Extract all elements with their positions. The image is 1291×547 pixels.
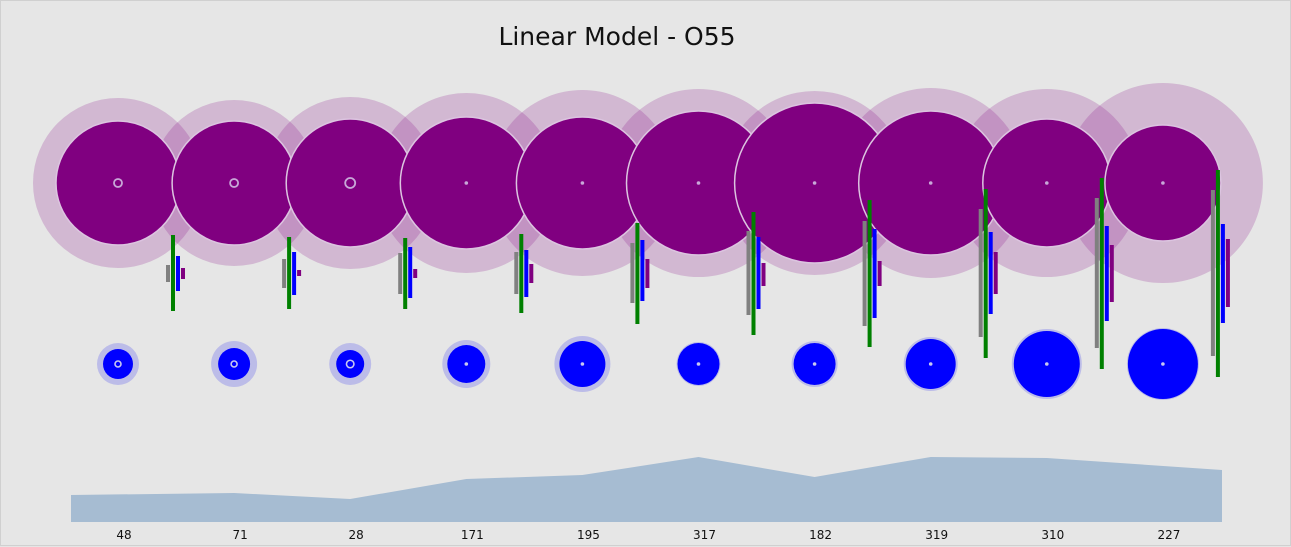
x-tick-label: 48 [116, 528, 131, 542]
area-layer [71, 457, 1222, 522]
bar-gray [1094, 198, 1099, 348]
center-dot [1045, 181, 1049, 185]
inner-center-ring [345, 359, 355, 369]
bar-gray [1210, 190, 1215, 356]
bar-layer [166, 170, 1230, 377]
bar-blue [524, 250, 529, 297]
outer-core-circle [171, 120, 297, 246]
bar-gray [514, 252, 519, 294]
bar-blue [988, 232, 993, 314]
inner-center-dot [580, 362, 585, 366]
x-tick-label: 310 [1041, 528, 1064, 542]
inner-core-circle [336, 350, 365, 378]
inner-center-dot [812, 362, 817, 366]
bar-green [171, 235, 175, 311]
x-tick-label: 171 [461, 528, 484, 542]
bar-purple [297, 270, 302, 276]
bar-purple [877, 261, 882, 286]
inner-center-dot [696, 362, 701, 366]
bar-green [635, 223, 640, 324]
chart-title: Linear Model - O55 [498, 22, 735, 51]
area-series [71, 457, 1222, 522]
inner-center-dot [464, 362, 469, 366]
outer-core-circle [55, 120, 181, 246]
bar-gray [978, 209, 983, 337]
bar-green [983, 189, 988, 358]
bar-blue [756, 237, 761, 309]
x-tick-label: 227 [1157, 528, 1180, 542]
x-tick-label: 195 [577, 528, 600, 542]
outer-bubble-layer [33, 83, 1263, 283]
bar-blue [640, 240, 645, 301]
center-dot [812, 181, 817, 185]
bar-gray [282, 259, 287, 288]
bar-gray [746, 231, 751, 315]
x-tick-label-layer: 48 71 28 171 195 317 182 319 310 227 [116, 528, 1180, 542]
bar-purple [413, 269, 418, 278]
bar-purple [529, 264, 534, 283]
inner-center-dot [928, 362, 933, 366]
center-dot [464, 181, 469, 185]
bar-gray [398, 253, 403, 294]
center-ring [113, 178, 123, 188]
center-dot [696, 181, 701, 185]
inner-core-circle [218, 348, 251, 380]
x-tick-label: 317 [693, 528, 716, 542]
x-tick-label: 319 [925, 528, 948, 542]
bar-green [1099, 178, 1104, 369]
bar-gray [862, 221, 867, 326]
x-tick-label: 182 [809, 528, 832, 542]
bar-blue [1104, 226, 1109, 321]
bar-green [519, 234, 524, 313]
center-dot [1161, 181, 1165, 185]
bar-green [403, 238, 408, 309]
bar-blue [408, 247, 413, 298]
bar-blue [176, 256, 180, 291]
x-tick-label: 71 [232, 528, 247, 542]
bar-gray [166, 265, 170, 282]
bar-purple [761, 263, 766, 286]
inner-center-dot [1045, 362, 1049, 366]
inner-center-ring [230, 360, 238, 368]
bar-green [1215, 170, 1220, 377]
bar-green [287, 237, 292, 309]
bar-green [751, 212, 756, 335]
center-dot [580, 181, 585, 185]
inner-bubble-layer [97, 328, 1199, 400]
center-dot [928, 181, 933, 185]
bar-purple [993, 252, 998, 294]
bar-blue [872, 229, 877, 318]
bar-green [867, 200, 872, 347]
bar-blue [1220, 224, 1225, 323]
bar-purple [645, 259, 650, 288]
center-ring [229, 178, 240, 188]
bar-purple [1225, 239, 1230, 307]
bar-blue [292, 252, 297, 295]
center-ring [344, 177, 357, 189]
inner-center-dot [1161, 362, 1165, 366]
bar-gray [630, 243, 635, 303]
x-tick-label: 28 [349, 528, 364, 542]
inner-center-ring [114, 360, 122, 368]
inner-core-circle [103, 349, 133, 379]
outer-core-circle [285, 118, 415, 248]
bar-purple [1109, 245, 1114, 302]
bar-purple [181, 268, 185, 279]
